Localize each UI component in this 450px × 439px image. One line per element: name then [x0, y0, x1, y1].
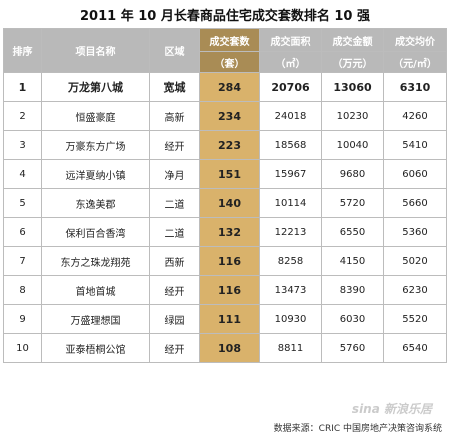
page-title: 2011 年 10 月长春商品住宅成交套数排名 10 强 [80, 9, 370, 24]
units-cell: 223 [199, 130, 260, 160]
price-cell: 5410 [383, 130, 447, 160]
rank-cell: 5 [3, 188, 42, 218]
rank-cell: 3 [3, 130, 42, 160]
header-amount-unit: （万元） [321, 51, 384, 73]
units-cell: 284 [199, 72, 260, 102]
table-row: 4 远洋夏纳小镇 净月 151 15967 9680 6060 [3, 159, 447, 189]
price-cell: 5360 [383, 217, 447, 247]
amount-cell: 6550 [321, 217, 384, 247]
sqm-cell: 8811 [259, 333, 322, 363]
header-project: 项目名称 [41, 28, 150, 73]
sqm-cell: 10114 [259, 188, 322, 218]
header-price-unit: （元/㎡） [383, 51, 447, 73]
amount-cell: 13060 [321, 72, 384, 102]
project-cell: 亚泰梧桐公馆 [41, 333, 150, 363]
table-row: 7 东方之珠龙翔苑 西新 116 8258 4150 5020 [3, 246, 447, 276]
table-row: 1 万龙第八城 宽城 284 20706 13060 6310 [3, 72, 447, 102]
project-cell: 万豪东方广场 [41, 130, 150, 160]
ranking-table: 排序 项目名称 区域 成交套数 成交面积 成交金额 成交均价 （套） （㎡） （… [3, 28, 447, 363]
rank-cell: 10 [3, 333, 42, 363]
header-rank: 排序 [3, 28, 42, 73]
sqm-cell: 8258 [259, 246, 322, 276]
sqm-cell: 24018 [259, 101, 322, 131]
project-cell: 万龙第八城 [41, 72, 150, 102]
sqm-cell: 15967 [259, 159, 322, 189]
project-cell: 万盛理想国 [41, 304, 150, 334]
sqm-cell: 12213 [259, 217, 322, 247]
units-cell: 108 [199, 333, 260, 363]
project-cell: 远洋夏纳小镇 [41, 159, 150, 189]
header-amount: 成交金额 [321, 28, 384, 52]
sqm-cell: 20706 [259, 72, 322, 102]
header-area: 区域 [149, 28, 200, 73]
header-sqm: 成交面积 [259, 28, 322, 52]
units-cell: 116 [199, 246, 260, 276]
area-cell: 经开 [149, 275, 200, 305]
area-cell: 二道 [149, 188, 200, 218]
amount-cell: 10040 [321, 130, 384, 160]
amount-cell: 5760 [321, 333, 384, 363]
units-cell: 234 [199, 101, 260, 131]
table-row: 6 保利百合香湾 二道 132 12213 6550 5360 [3, 217, 447, 247]
sqm-cell: 10930 [259, 304, 322, 334]
rank-cell: 1 [3, 72, 42, 102]
project-cell: 保利百合香湾 [41, 217, 150, 247]
sqm-cell: 18568 [259, 130, 322, 160]
price-cell: 5020 [383, 246, 447, 276]
amount-cell: 5720 [321, 188, 384, 218]
header-sqm-unit: （㎡） [259, 51, 322, 73]
units-cell: 140 [199, 188, 260, 218]
price-cell: 5520 [383, 304, 447, 334]
rank-cell: 6 [3, 217, 42, 247]
amount-cell: 8390 [321, 275, 384, 305]
price-cell: 6230 [383, 275, 447, 305]
area-cell: 二道 [149, 217, 200, 247]
header-units: 成交套数 [199, 28, 260, 52]
units-cell: 151 [199, 159, 260, 189]
amount-cell: 4150 [321, 246, 384, 276]
price-cell: 6310 [383, 72, 447, 102]
project-cell: 东逸美郡 [41, 188, 150, 218]
rank-cell: 2 [3, 101, 42, 131]
price-cell: 4260 [383, 101, 447, 131]
table-row: 8 首地首城 经开 116 13473 8390 6230 [3, 275, 447, 305]
header-units-unit: （套） [199, 51, 260, 73]
area-cell: 净月 [149, 159, 200, 189]
amount-cell: 9680 [321, 159, 384, 189]
table-row: 9 万盛理想国 绿园 111 10930 6030 5520 [3, 304, 447, 334]
data-source-note: 数据来源：CRIC 中国房地产决策咨询系统 [273, 424, 442, 434]
area-cell: 经开 [149, 333, 200, 363]
area-cell: 宽城 [149, 72, 200, 102]
sqm-cell: 13473 [259, 275, 322, 305]
area-cell: 西新 [149, 246, 200, 276]
price-cell: 6060 [383, 159, 447, 189]
project-cell: 首地首城 [41, 275, 150, 305]
rank-cell: 7 [3, 246, 42, 276]
amount-cell: 10230 [321, 101, 384, 131]
units-cell: 132 [199, 217, 260, 247]
amount-cell: 6030 [321, 304, 384, 334]
rank-cell: 9 [3, 304, 42, 334]
header-price: 成交均价 [383, 28, 447, 52]
table-row: 2 恒盛豪庭 高新 234 24018 10230 4260 [3, 101, 447, 131]
units-cell: 111 [199, 304, 260, 334]
watermark-logo: sina 新浪乐居 [351, 402, 432, 416]
price-cell: 5660 [383, 188, 447, 218]
rank-cell: 4 [3, 159, 42, 189]
area-cell: 经开 [149, 130, 200, 160]
project-cell: 东方之珠龙翔苑 [41, 246, 150, 276]
table-row: 10 亚泰梧桐公馆 经开 108 8811 5760 6540 [3, 333, 447, 363]
table-row: 5 东逸美郡 二道 140 10114 5720 5660 [3, 188, 447, 218]
price-cell: 6540 [383, 333, 447, 363]
area-cell: 绿园 [149, 304, 200, 334]
area-cell: 高新 [149, 101, 200, 131]
units-cell: 116 [199, 275, 260, 305]
project-cell: 恒盛豪庭 [41, 101, 150, 131]
table-row: 3 万豪东方广场 经开 223 18568 10040 5410 [3, 130, 447, 160]
rank-cell: 8 [3, 275, 42, 305]
